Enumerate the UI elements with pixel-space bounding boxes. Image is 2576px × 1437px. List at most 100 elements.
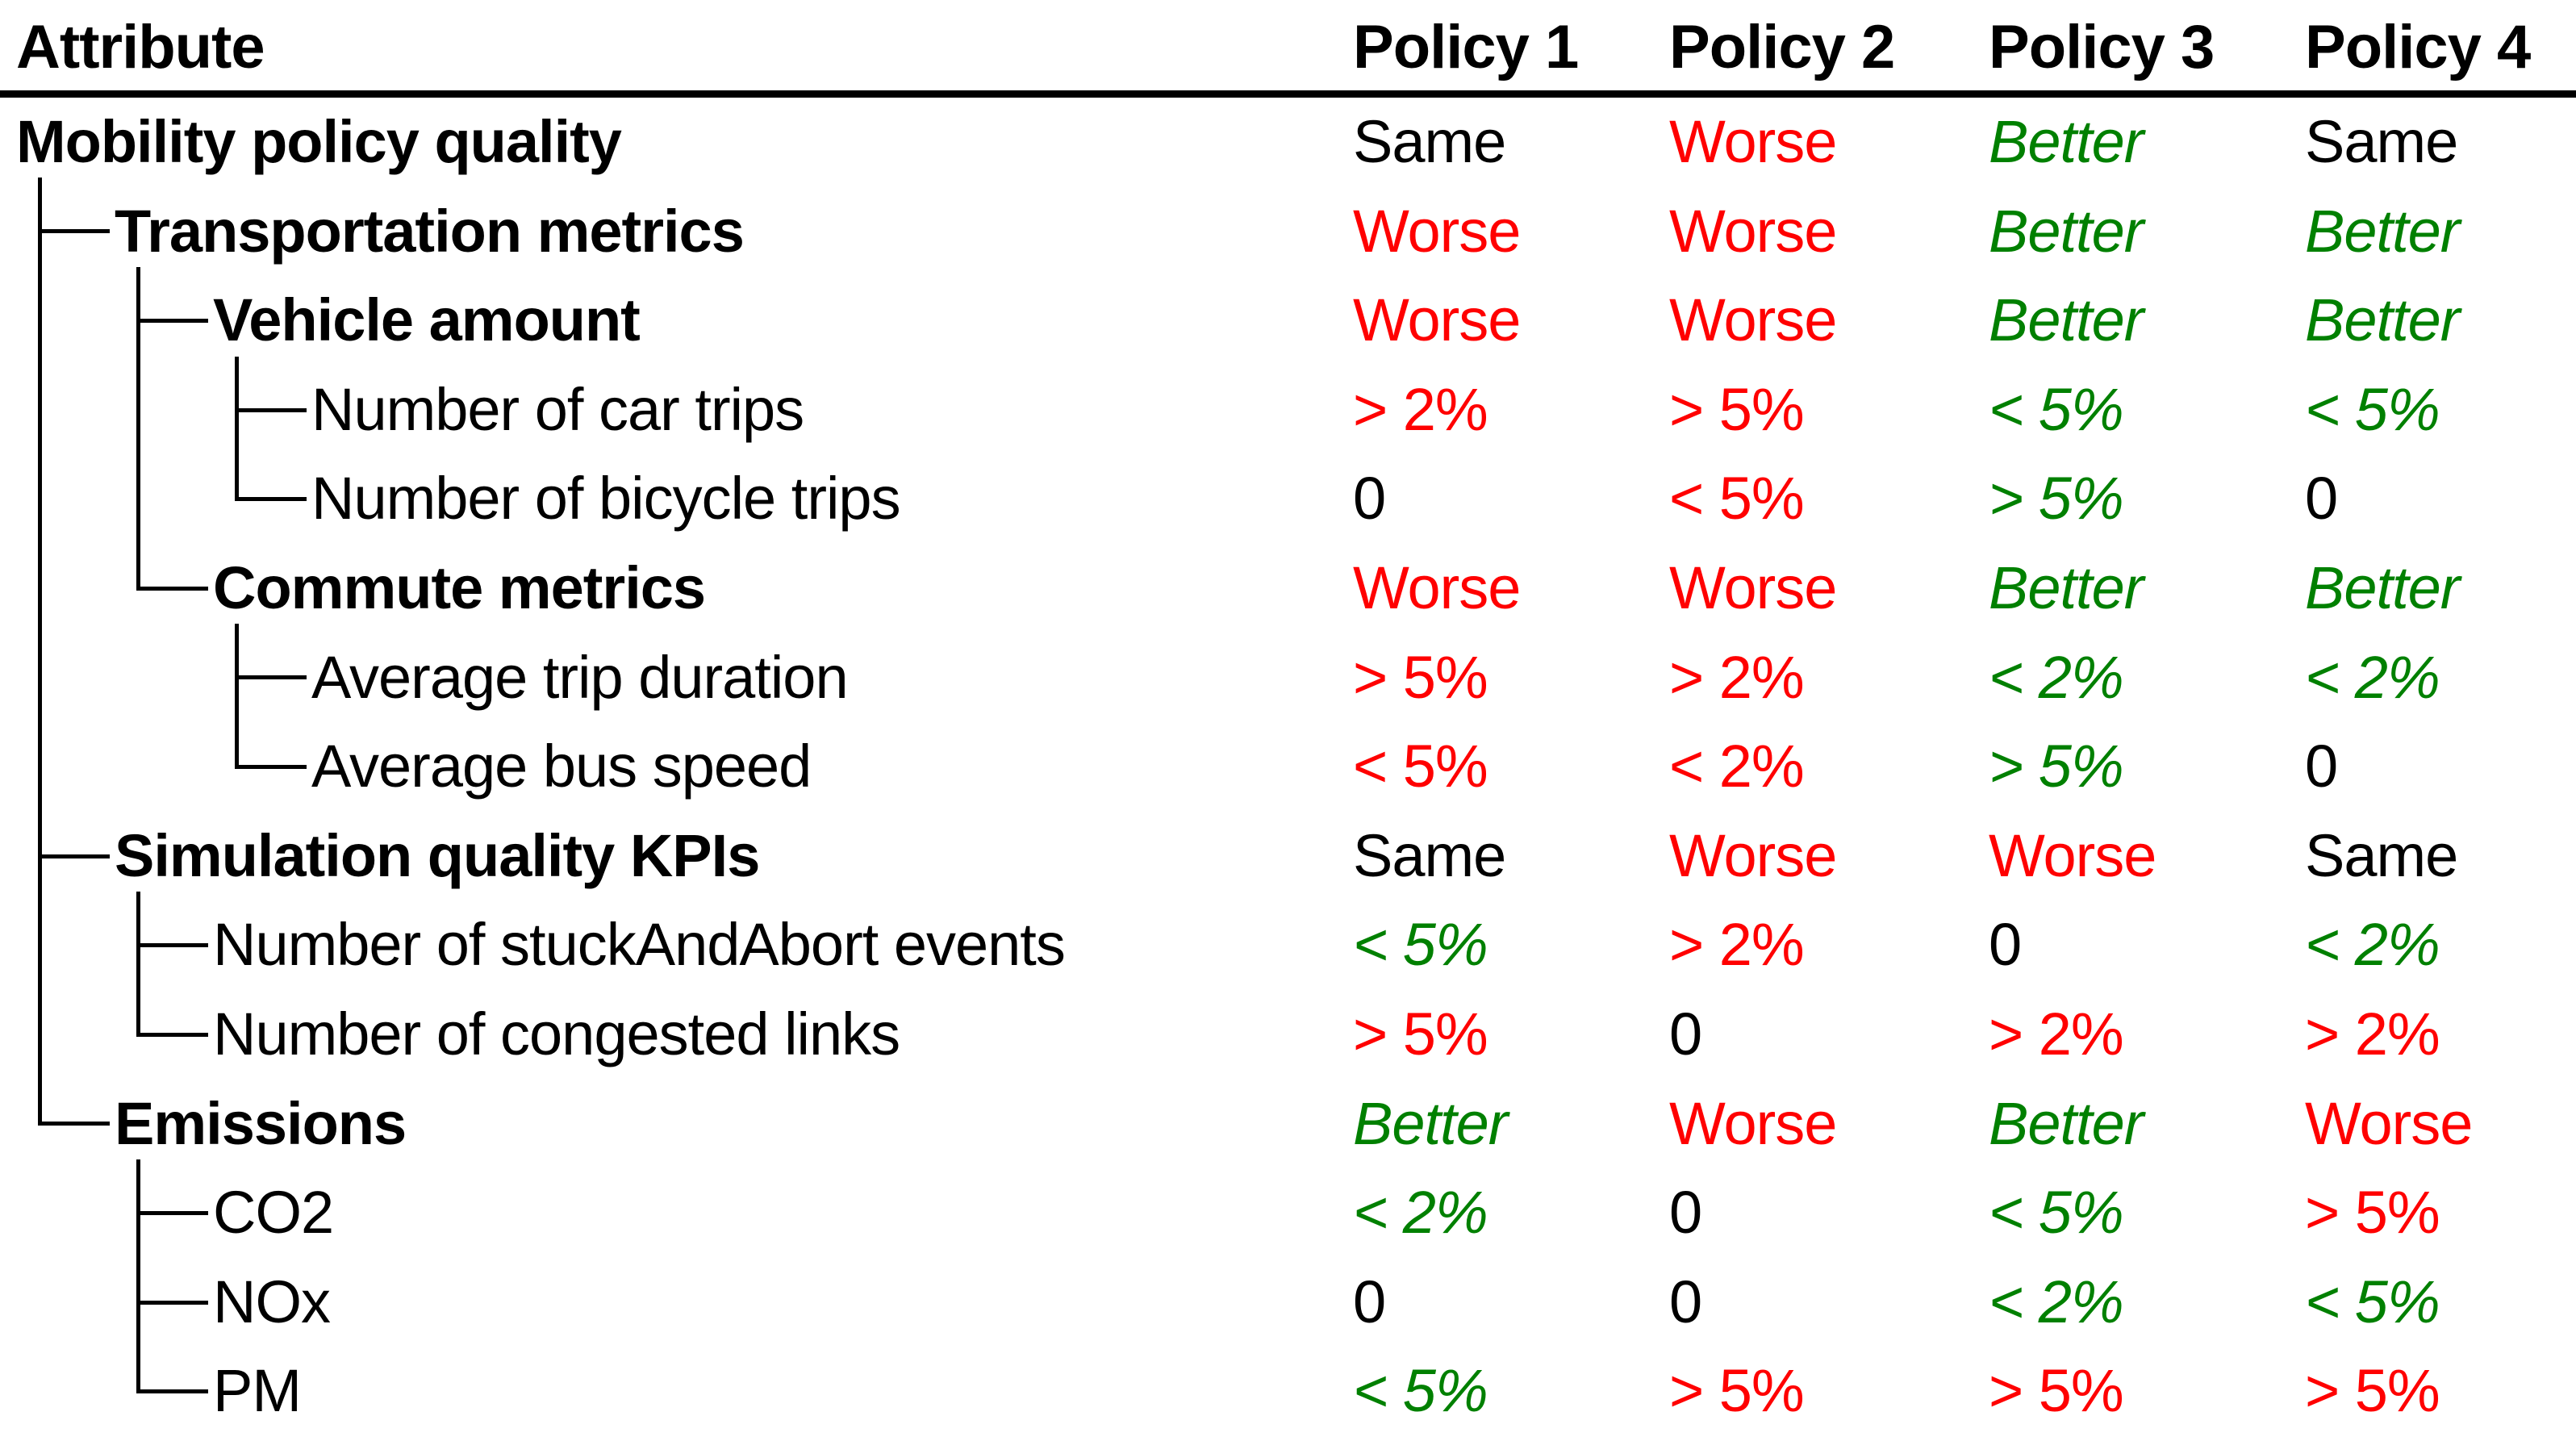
tree-row: Vehicle amount Worse Worse Better Better: [0, 276, 2576, 366]
tree-connector-line: [38, 178, 42, 1126]
row-label: Number of bicycle trips: [311, 465, 901, 533]
policy-4-value-cell: Worse: [2305, 1089, 2473, 1157]
policy-3-value-cell: Better: [1989, 553, 2144, 621]
tree-connector-line: [38, 1122, 110, 1126]
policy-3-value-cell: Better: [1989, 1089, 2144, 1157]
policy-2-value-cell: < 2%: [1669, 733, 1805, 800]
policy-1-value-cell: 0: [1353, 1268, 1386, 1335]
policy-4-value-cell: > 5%: [2305, 1357, 2440, 1425]
policy-1-value-cell: < 5%: [1353, 1357, 1488, 1425]
tree-connector-line: [136, 943, 208, 948]
policy-1-value-cell: > 2%: [1353, 375, 1488, 443]
tree-connector-line: [235, 765, 307, 769]
tree-row: Number of congested links > 5% 0 > 2% > …: [0, 990, 2576, 1080]
policy-2-value-cell: 0: [1669, 1179, 1702, 1247]
policy-1-value-cell: > 5%: [1353, 643, 1488, 711]
tree-table-body: Mobility policy quality Same Worse Bette…: [0, 98, 2576, 1436]
row-label: Average trip duration: [311, 643, 849, 711]
tree-row: Transportation metrics Worse Worse Bette…: [0, 187, 2576, 277]
tree-row: Number of bicycle trips 0 < 5% > 5% 0: [0, 454, 2576, 544]
policy-2-value-cell: > 2%: [1669, 643, 1805, 711]
row-label: Mobility policy quality: [16, 108, 622, 175]
tree-row: Average bus speed < 5% < 2% > 5% 0: [0, 722, 2576, 812]
policy-2-value-cell: Worse: [1669, 108, 1837, 175]
policy-3-value-cell: > 5%: [1989, 465, 2124, 533]
policy-4-value-cell: < 2%: [2305, 643, 2440, 711]
policy-3-column-header: Policy 3: [1989, 13, 2215, 81]
tree-connector-line: [235, 624, 239, 769]
row-label: Number of congested links: [213, 1000, 900, 1067]
policy-4-value-cell: < 2%: [2305, 911, 2440, 979]
policy-2-value-cell: Worse: [1669, 197, 1837, 265]
policy-2-value-cell: Worse: [1669, 553, 1837, 621]
header-separator-line: [0, 90, 2576, 98]
policy-4-value-cell: Better: [2305, 286, 2460, 354]
policy-1-value-cell: Same: [1353, 821, 1506, 889]
policy-2-value-cell: Worse: [1669, 821, 1837, 889]
policy-2-value-cell: < 5%: [1669, 465, 1805, 533]
policy-1-value-cell: Worse: [1353, 197, 1521, 265]
tree-connector-line: [136, 266, 140, 591]
tree-connector-line: [235, 356, 239, 502]
policy-1-value-cell: Worse: [1353, 286, 1521, 354]
row-label: Number of car trips: [311, 375, 804, 443]
policy-3-value-cell: Better: [1989, 197, 2144, 265]
policy-2-value-cell: > 2%: [1669, 911, 1805, 979]
policy-1-value-cell: < 5%: [1353, 911, 1488, 979]
policy-2-value-cell: 0: [1669, 1000, 1702, 1067]
policy-2-value-cell: Worse: [1669, 286, 1837, 354]
tree-connector-line: [136, 1159, 140, 1394]
header-row: Attribute Policy 1 Policy 2 Policy 3 Pol…: [0, 0, 2576, 90]
policy-3-value-cell: > 5%: [1989, 733, 2124, 800]
tree-row: Number of car trips > 2% > 5% < 5% < 5%: [0, 366, 2576, 455]
policy-1-value-cell: Better: [1353, 1089, 1508, 1157]
policy-2-value-cell: > 5%: [1669, 1357, 1805, 1425]
policy-3-value-cell: < 5%: [1989, 1179, 2124, 1247]
policy-2-column-header: Policy 2: [1669, 13, 1895, 81]
tree-connector-line: [235, 497, 307, 502]
attribute-column-header: Attribute: [16, 13, 265, 81]
policy-3-value-cell: > 5%: [1989, 1357, 2124, 1425]
policy-3-value-cell: Better: [1989, 286, 2144, 354]
policy-4-value-cell: Same: [2305, 821, 2458, 889]
policy-3-value-cell: 0: [1989, 911, 2022, 979]
policy-3-value-cell: < 2%: [1989, 643, 2124, 711]
policy-1-value-cell: Same: [1353, 108, 1506, 175]
policy-1-value-cell: 0: [1353, 465, 1386, 533]
tree-row: Commute metrics Worse Worse Better Bette…: [0, 544, 2576, 633]
row-label: Emissions: [115, 1089, 407, 1157]
tree-connector-line: [136, 586, 208, 591]
tree-row: Number of stuckAndAbort events < 5% > 2%…: [0, 900, 2576, 990]
policy-3-value-cell: Better: [1989, 108, 2144, 175]
policy-4-value-cell: > 2%: [2305, 1000, 2440, 1067]
policy-1-value-cell: < 2%: [1353, 1179, 1488, 1247]
row-label: Transportation metrics: [115, 197, 745, 265]
policy-4-value-cell: < 5%: [2305, 375, 2440, 443]
policy-4-value-cell: > 5%: [2305, 1179, 2440, 1247]
tree-connector-line: [136, 319, 208, 323]
tree-connector-line: [136, 1300, 208, 1305]
tree-connector-line: [235, 407, 307, 412]
row-label: Simulation quality KPIs: [115, 821, 760, 889]
row-label: Commute metrics: [213, 553, 706, 621]
policy-1-value-cell: Worse: [1353, 553, 1521, 621]
policy-4-value-cell: 0: [2305, 733, 2338, 800]
policy-4-value-cell: < 5%: [2305, 1268, 2440, 1335]
row-label: NOx: [213, 1268, 331, 1335]
policy-2-value-cell: Worse: [1669, 1089, 1837, 1157]
tree-row: Mobility policy quality Same Worse Bette…: [0, 98, 2576, 187]
policy-4-value-cell: Same: [2305, 108, 2458, 175]
policy-2-value-cell: 0: [1669, 1268, 1702, 1335]
tree-row: PM < 5% > 5% > 5% > 5%: [0, 1347, 2576, 1436]
tree-row: Emissions Better Worse Better Worse: [0, 1080, 2576, 1169]
row-label: CO2: [213, 1179, 334, 1247]
tree-connector-line: [136, 892, 140, 1037]
policy-3-value-cell: > 2%: [1989, 1000, 2124, 1067]
row-label: Vehicle amount: [213, 286, 641, 354]
row-label: PM: [213, 1357, 302, 1425]
policy-1-value-cell: < 5%: [1353, 733, 1488, 800]
policy-2-value-cell: > 5%: [1669, 375, 1805, 443]
policy-3-value-cell: < 2%: [1989, 1268, 2124, 1335]
tree-connector-line: [38, 854, 110, 858]
